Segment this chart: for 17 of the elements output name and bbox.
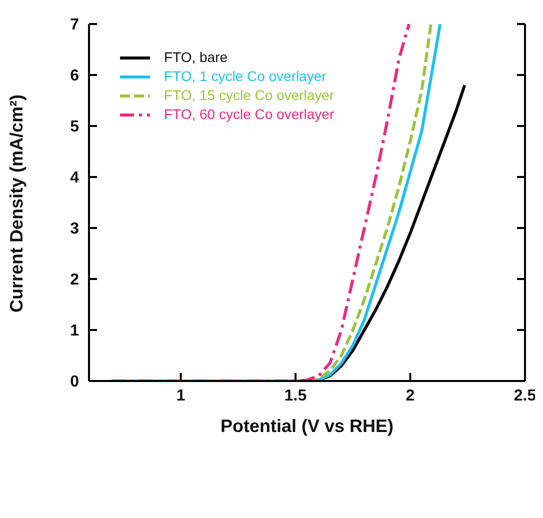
y-tick-label: 6 bbox=[70, 68, 80, 85]
x-axis-title: Potential (V vs RHE) bbox=[220, 416, 394, 436]
y-tick-label: 4 bbox=[70, 170, 80, 187]
y-tick-label: 2 bbox=[70, 272, 80, 289]
x-tick-label: 2 bbox=[406, 387, 415, 404]
y-axis-title: Current Density (mA/cm²) bbox=[6, 94, 26, 312]
y-tick-label: 5 bbox=[70, 118, 80, 136]
y-tick-label: 0 bbox=[70, 374, 80, 391]
x-tick-label: 1.5 bbox=[284, 387, 307, 404]
legend-label: FTO, 60 cycle Co overlayer bbox=[164, 105, 334, 124]
legend-label: FTO, 15 cycle Co overlayer bbox=[164, 86, 334, 105]
y-tick-label: 3 bbox=[70, 220, 80, 238]
x-tick-label: 1 bbox=[176, 387, 186, 404]
legend-label: FTO, 1 cycle Co overlayer bbox=[164, 67, 326, 86]
y-tick-label: 1 bbox=[70, 322, 80, 340]
y-tick-label: 7 bbox=[70, 16, 80, 34]
legend-label: FTO, bare bbox=[164, 48, 228, 67]
